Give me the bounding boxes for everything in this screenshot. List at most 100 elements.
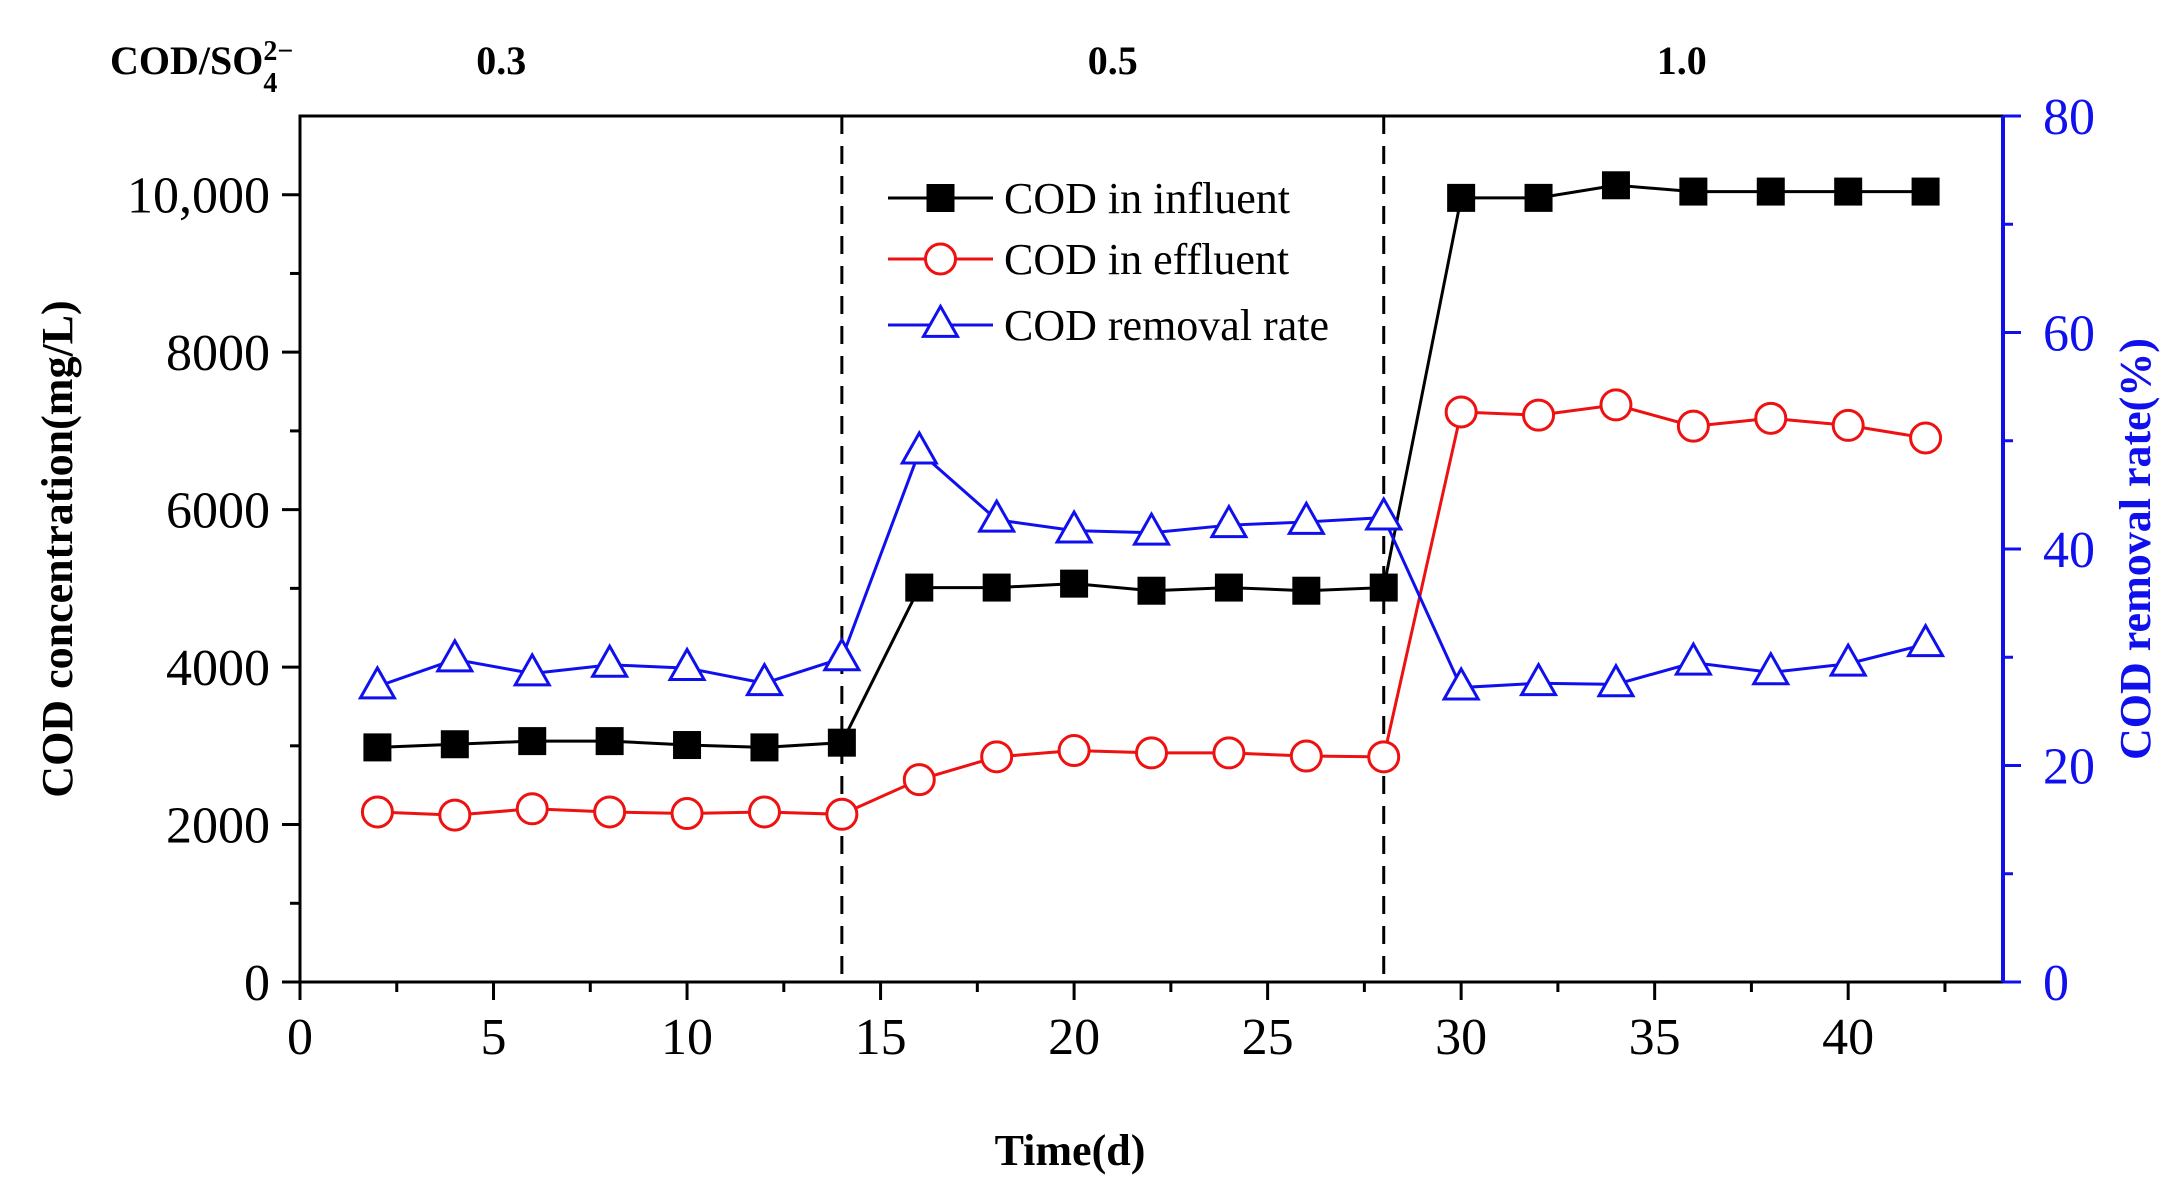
phase-title-subscript: 4 — [263, 68, 277, 99]
data-point-triangle — [1906, 622, 1946, 658]
data-point-circle — [902, 763, 936, 797]
data-point-triangle — [822, 636, 862, 672]
data-point-triangle — [1673, 641, 1713, 676]
data-point-square — [1834, 177, 1863, 206]
data-point-circle — [593, 795, 627, 829]
data-point-square — [1524, 183, 1553, 212]
data-point-square — [905, 573, 934, 602]
x-tick-label: 30 — [1435, 1009, 1487, 1066]
data-point-triangle — [590, 643, 630, 678]
y2-tick-label: 40 — [2043, 522, 2095, 579]
phase-title: COD/SO2− 4 — [110, 36, 293, 99]
data-point-circle — [1831, 408, 1865, 442]
x-axis-title: Time(d) — [995, 1126, 1146, 1175]
data-point-triangle — [667, 646, 707, 681]
data-point-square — [363, 733, 392, 762]
data-point-square — [1601, 171, 1630, 200]
x-tick-label: 5 — [481, 1009, 507, 1066]
data-point-circle — [670, 797, 704, 831]
data-point-triangle — [1596, 662, 1636, 698]
legend-label: COD in influent — [1004, 174, 1290, 223]
data-point-triangle — [1441, 665, 1481, 701]
phase-label: 0.3 — [476, 38, 526, 83]
phase-annotations: 0.3 0.5 1.0 — [476, 38, 1707, 982]
data-point-square — [518, 727, 547, 756]
y2-tick-label: 60 — [2043, 306, 2095, 363]
axes-ticks: 0 5 10 15 20 25 30 35 40 0 2000 4000 6000 8000 10,000 0… — [127, 89, 2095, 1066]
data-point-circle — [515, 792, 549, 826]
data-point-circle — [1289, 739, 1323, 773]
data-point-circle — [360, 795, 394, 829]
phase-title-superscript: 2− — [263, 36, 293, 67]
data-point-triangle — [435, 637, 475, 673]
y2-tick-label: 80 — [2043, 89, 2095, 146]
data-point-square — [1679, 177, 1708, 206]
data-point-circle — [1676, 409, 1710, 443]
data-point-triangle — [512, 651, 552, 687]
y-axis-title: COD concentration(mg/L) — [33, 300, 82, 797]
data-point-triangle — [1286, 500, 1326, 535]
x-tick-label: 0 — [287, 1009, 313, 1066]
data-point-square — [1911, 177, 1940, 206]
data-point-triangle — [1209, 503, 1249, 539]
y-tick-label: 8000 — [166, 325, 270, 382]
series-layer — [357, 171, 1946, 832]
data-point-square — [595, 727, 624, 756]
data-point-circle — [1367, 740, 1401, 774]
data-point-triangle — [1828, 642, 1868, 677]
data-point-square — [440, 730, 469, 759]
y2-axis-title: COD removal rate(%) — [2111, 338, 2160, 760]
y-tick-label: 0 — [244, 955, 270, 1012]
legend-label: COD in effluent — [1004, 235, 1289, 284]
phase-label: 0.5 — [1088, 38, 1138, 83]
data-point-square — [982, 573, 1011, 602]
x-tick-label: 35 — [1629, 1009, 1681, 1066]
data-point-circle — [1444, 395, 1478, 429]
data-point-circle — [1212, 736, 1246, 770]
data-point-circle — [1599, 388, 1633, 422]
legend-marker-circle — [924, 242, 957, 276]
x-tick-label: 40 — [1822, 1009, 1874, 1066]
data-point-triangle — [1751, 650, 1791, 686]
y-tick-label: 10,000 — [127, 168, 270, 225]
legend: COD in influent COD in effluent COD remova… — [888, 174, 1329, 350]
data-point-triangle — [1518, 661, 1559, 697]
y2-tick-label: 0 — [2043, 955, 2069, 1012]
data-point-circle — [1754, 401, 1788, 435]
x-tick-label: 10 — [661, 1009, 713, 1066]
y-tick-label: 2000 — [166, 798, 270, 855]
x-tick-label: 15 — [855, 1009, 907, 1066]
data-point-square — [1369, 573, 1398, 602]
data-point-triangle — [899, 429, 939, 465]
phase-label: 1.0 — [1657, 38, 1707, 83]
data-point-circle — [438, 798, 472, 832]
data-point-square — [1447, 183, 1476, 212]
data-point-circle — [980, 740, 1014, 774]
data-point-triangle — [744, 661, 785, 697]
data-point-square — [1137, 576, 1166, 605]
y2-tick-label: 20 — [2043, 739, 2095, 796]
data-point-square — [1756, 177, 1785, 206]
legend-label: COD removal rate — [1004, 301, 1329, 350]
data-point-triangle — [1364, 495, 1404, 531]
legend-marker-square — [926, 184, 955, 212]
data-point-circle — [825, 797, 859, 831]
legend-marker-triangle — [920, 303, 961, 338]
data-point-triangle — [977, 498, 1017, 533]
data-point-circle — [1522, 398, 1556, 432]
x-tick-label: 25 — [1242, 1009, 1294, 1066]
data-point-circle — [747, 795, 781, 829]
data-point-square — [1060, 569, 1089, 598]
y-tick-label: 6000 — [166, 483, 270, 540]
data-point-triangle — [1131, 511, 1172, 546]
data-point-square — [827, 728, 856, 757]
data-point-triangle — [357, 664, 397, 700]
data-point-square — [1214, 573, 1243, 602]
y-tick-label: 4000 — [166, 640, 270, 697]
data-point-circle — [1909, 421, 1943, 455]
x-tick-label: 20 — [1048, 1009, 1100, 1066]
data-point-square — [673, 731, 702, 760]
data-point-square — [750, 733, 779, 762]
data-point-square — [1292, 576, 1321, 605]
